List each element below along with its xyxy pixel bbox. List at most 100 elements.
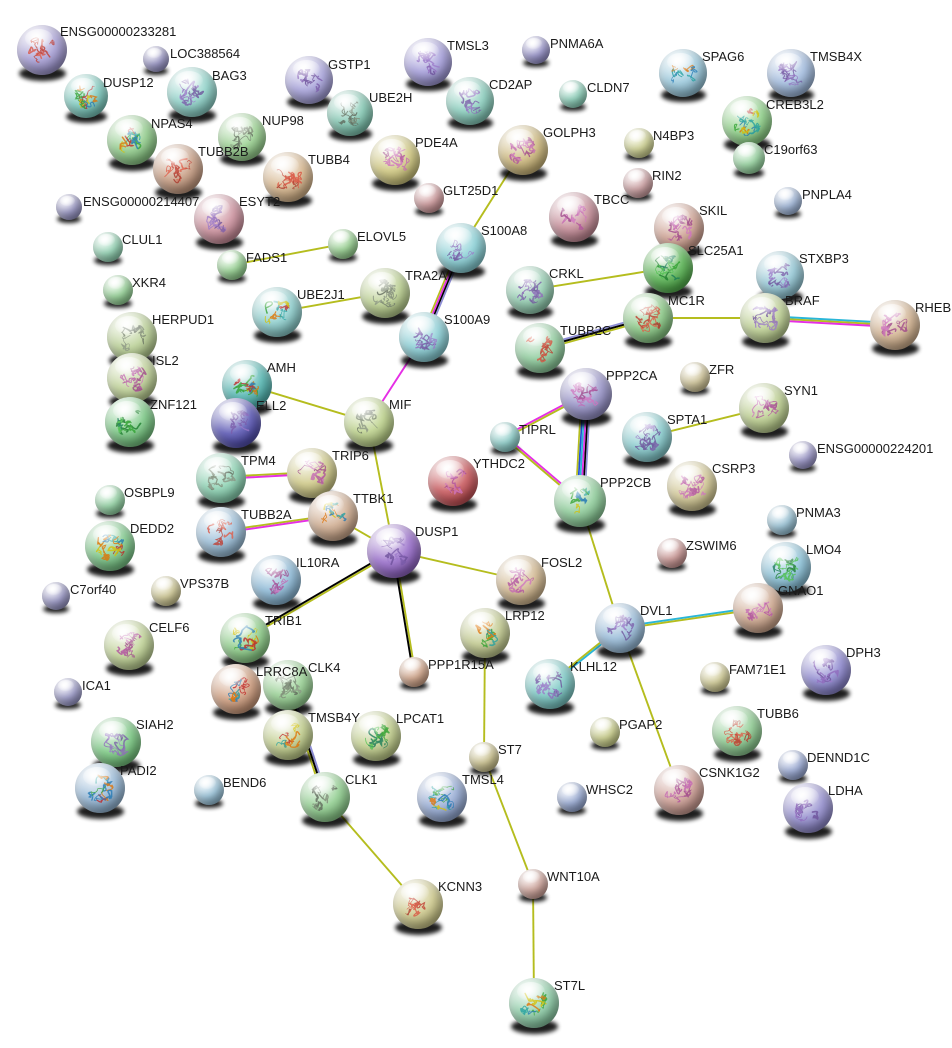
protein-node-tmsb4y[interactable] xyxy=(263,710,313,766)
protein-node-mc1r[interactable] xyxy=(623,293,673,349)
protein-node-ensg00000214407[interactable] xyxy=(56,194,82,223)
protein-node-braf[interactable] xyxy=(740,293,790,349)
protein-node-clul1[interactable] xyxy=(93,232,123,266)
protein-node-pnma3[interactable] xyxy=(767,505,797,539)
protein-node-fosl2[interactable] xyxy=(496,555,546,611)
protein-node-c7orf40[interactable] xyxy=(42,582,70,614)
edge[interactable] xyxy=(372,444,391,527)
protein-node-esyt2[interactable] xyxy=(194,194,244,250)
edge[interactable] xyxy=(243,517,311,531)
edge[interactable] xyxy=(299,296,363,309)
protein-node-st7l[interactable] xyxy=(509,978,559,1034)
edge[interactable] xyxy=(669,412,742,433)
protein-node-ube2h[interactable] xyxy=(327,90,373,142)
protein-node-dph3[interactable] xyxy=(801,645,851,701)
protein-node-ythdc2[interactable] xyxy=(428,456,478,512)
protein-node-ppp2cb[interactable] xyxy=(554,475,606,533)
protein-node-mif[interactable] xyxy=(344,397,394,453)
protein-node-dvl1[interactable] xyxy=(595,603,645,659)
protein-node-bend6[interactable] xyxy=(194,775,224,809)
protein-node-syn1[interactable] xyxy=(739,383,789,439)
edge[interactable] xyxy=(642,609,736,627)
protein-node-lrrc8a[interactable] xyxy=(211,664,261,720)
protein-node-s100a8[interactable] xyxy=(436,223,486,279)
edge[interactable] xyxy=(245,245,330,264)
protein-node-ldha[interactable] xyxy=(783,783,833,839)
protein-node-cldn7[interactable] xyxy=(559,80,587,112)
protein-node-znf121[interactable] xyxy=(105,397,155,453)
protein-node-ppp2ca[interactable] xyxy=(560,368,612,426)
protein-node-clk1[interactable] xyxy=(300,772,350,828)
edge[interactable] xyxy=(243,472,290,479)
edge[interactable] xyxy=(514,444,564,487)
protein-node-pnma6a[interactable] xyxy=(522,36,550,68)
edge[interactable] xyxy=(516,403,566,433)
protein-node-dennd1c[interactable] xyxy=(778,750,808,784)
protein-node-tubb2a[interactable] xyxy=(196,507,246,563)
protein-node-gstp1[interactable] xyxy=(285,56,333,110)
protein-node-tubb2b[interactable] xyxy=(153,144,203,200)
protein-node-dusp1[interactable] xyxy=(367,524,421,584)
protein-node-cd2ap[interactable] xyxy=(446,77,494,131)
edge[interactable] xyxy=(339,813,404,888)
protein-node-celf6[interactable] xyxy=(104,620,154,676)
protein-node-xkr4[interactable] xyxy=(103,275,133,309)
protein-node-n4bp3[interactable] xyxy=(624,128,654,162)
edge[interactable] xyxy=(586,523,614,607)
protein-node-stxbp3[interactable] xyxy=(756,251,804,305)
protein-node-spag6[interactable] xyxy=(659,49,707,103)
protein-node-tubb2c[interactable] xyxy=(515,323,565,379)
protein-node-wnt10a[interactable] xyxy=(518,869,548,903)
protein-node-tbcc[interactable] xyxy=(549,192,599,248)
protein-node-pgap2[interactable] xyxy=(590,717,620,751)
edge[interactable] xyxy=(626,649,673,769)
protein-node-csrp3[interactable] xyxy=(667,461,717,517)
protein-node-fads1[interactable] xyxy=(217,250,247,284)
protein-node-tra2a[interactable] xyxy=(360,268,410,324)
protein-node-csnk1g2[interactable] xyxy=(654,765,704,821)
edge[interactable] xyxy=(551,270,646,288)
protein-node-ica1[interactable] xyxy=(54,678,82,710)
protein-node-dedd2[interactable] xyxy=(85,521,135,577)
protein-node-spta1[interactable] xyxy=(622,412,672,468)
protein-node-osbpl9[interactable] xyxy=(95,485,125,519)
protein-node-tpm4[interactable] xyxy=(196,453,246,509)
edge[interactable] xyxy=(532,897,535,981)
protein-node-vps37b[interactable] xyxy=(151,576,181,610)
edge[interactable] xyxy=(352,526,373,540)
edge[interactable] xyxy=(483,655,486,744)
protein-node-elovl5[interactable] xyxy=(328,229,358,263)
protein-node-whsc2[interactable] xyxy=(557,782,587,816)
protein-node-tmsl4[interactable] xyxy=(417,772,467,828)
edge[interactable] xyxy=(566,640,604,672)
protein-node-bag3[interactable] xyxy=(167,67,217,123)
edge[interactable] xyxy=(263,561,374,629)
protein-node-glt25d1[interactable] xyxy=(414,183,444,217)
edge[interactable] xyxy=(561,321,627,345)
protein-node-pde4a[interactable] xyxy=(370,135,420,191)
protein-node-isl2[interactable] xyxy=(107,353,157,409)
protein-node-loc388564[interactable] xyxy=(143,46,169,75)
protein-node-klhl12[interactable] xyxy=(525,659,575,715)
protein-node-ell2[interactable] xyxy=(211,398,261,454)
protein-node-c19orf63[interactable] xyxy=(733,142,765,178)
protein-node-rheb[interactable] xyxy=(870,300,920,356)
protein-node-ppp1r15a[interactable] xyxy=(399,657,429,691)
protein-node-trib1[interactable] xyxy=(220,613,270,669)
protein-node-slc25a1[interactable] xyxy=(643,243,693,299)
protein-node-il10ra[interactable] xyxy=(251,555,301,611)
protein-node-ensg00000224201[interactable] xyxy=(789,441,817,473)
protein-node-fam71e1[interactable] xyxy=(700,662,730,696)
protein-node-tmsb4x[interactable] xyxy=(767,49,815,103)
protein-node-lrp12[interactable] xyxy=(460,608,510,664)
edge[interactable] xyxy=(396,575,414,659)
protein-node-tubb6[interactable] xyxy=(712,706,762,762)
edge[interactable] xyxy=(787,316,873,327)
protein-node-pnpla4[interactable] xyxy=(774,187,802,219)
protein-node-kcnn3[interactable] xyxy=(393,879,443,935)
edge[interactable] xyxy=(418,555,499,576)
protein-node-zfr[interactable] xyxy=(680,362,710,396)
protein-node-tiprl[interactable] xyxy=(490,422,520,456)
protein-node-st7[interactable] xyxy=(469,742,499,776)
